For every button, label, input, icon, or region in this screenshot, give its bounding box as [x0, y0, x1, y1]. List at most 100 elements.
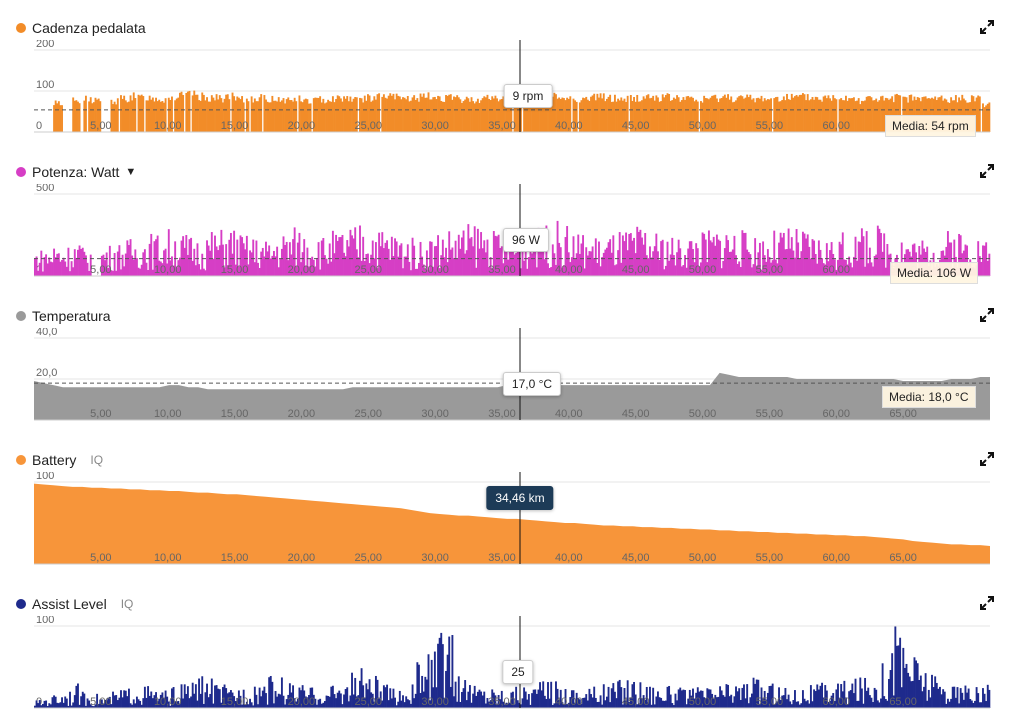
cadence-bar: [164, 98, 167, 132]
cadence-bar: [336, 95, 339, 132]
cadence-bar: [89, 97, 92, 132]
assist-bar: [958, 703, 961, 708]
expand-icon[interactable]: [980, 452, 994, 466]
power-bar: [707, 230, 710, 276]
cadence-bar: [606, 98, 608, 132]
assist-bar: [607, 686, 610, 708]
assist-bar: [655, 696, 658, 708]
expand-icon[interactable]: [980, 308, 994, 322]
assist-bar: [911, 680, 914, 708]
cadence-bar: [265, 99, 267, 132]
cadence-bar: [419, 93, 422, 132]
power-bar: [461, 237, 463, 276]
assist-bar: [829, 700, 831, 708]
power-bar: [209, 250, 212, 276]
power-bar: [330, 261, 333, 276]
cadence-bar: [53, 105, 56, 132]
assist-bar: [727, 684, 729, 708]
assist-bar: [365, 683, 368, 708]
power-bar: [684, 255, 686, 276]
cadence-bar: [309, 103, 312, 132]
power-bar: [647, 258, 650, 276]
power-bar: [977, 241, 980, 276]
assist-bar: [978, 702, 981, 708]
cadence-bar: [609, 94, 612, 132]
power-bar: [757, 252, 760, 276]
assist-bar: [908, 676, 911, 708]
power-bar: [411, 237, 414, 276]
cadence-bar: [159, 101, 162, 132]
power-bar: [268, 245, 271, 276]
assist-bar: [813, 689, 816, 708]
assist-bar: [819, 685, 822, 708]
assist-bar: [190, 696, 193, 708]
power-bar: [382, 248, 385, 276]
power-header[interactable]: Potenza: Watt ▼: [16, 160, 136, 184]
chevron-down-icon[interactable]: ▼: [125, 166, 137, 178]
assist-bar: [410, 703, 412, 708]
cadence-bar: [354, 97, 357, 132]
power-bar: [950, 242, 953, 276]
assist-bar: [891, 653, 894, 708]
assist-bar: [644, 699, 647, 708]
power-bar: [263, 256, 266, 276]
assist-bar: [226, 693, 229, 708]
power-bar: [805, 238, 808, 276]
expand-icon[interactable]: [980, 164, 994, 178]
cadence-bar: [569, 96, 572, 132]
power-bar: [295, 266, 298, 276]
assist-bar: [612, 683, 615, 708]
cadence-bar: [757, 97, 760, 132]
cadence-bar: [752, 98, 755, 132]
cadence-bar: [395, 93, 398, 132]
cadence-legend-dot: [16, 23, 26, 33]
assist-bar: [974, 700, 976, 708]
cadence-bar: [285, 99, 288, 132]
power-bar: [169, 260, 172, 276]
cadence-bar: [88, 101, 91, 132]
assist-bar: [343, 694, 345, 708]
power-bar: [825, 243, 828, 276]
assist-bar: [650, 704, 653, 708]
cadence-bar: [349, 96, 352, 132]
x-tick-label: 35,00: [488, 408, 516, 420]
assist-bar: [440, 632, 443, 708]
assist-bar: [89, 704, 92, 708]
assist-bar: [112, 691, 114, 708]
assist-bar: [636, 704, 639, 708]
assist-bar: [746, 684, 749, 708]
assist-bar: [634, 694, 637, 708]
assist-bar: [360, 668, 363, 708]
cadence-bar: [497, 101, 500, 132]
assist-bar: [766, 692, 769, 708]
assist-bar: [81, 691, 84, 708]
assist-bar: [261, 690, 264, 708]
power-bar: [738, 261, 741, 276]
assist-bar: [672, 705, 675, 708]
assist-bar: [390, 698, 393, 708]
power-bar: [510, 251, 513, 276]
power-bar: [983, 245, 986, 276]
power-bar: [75, 257, 78, 276]
assist-bar: [529, 704, 532, 708]
power-bar: [204, 270, 207, 276]
power-bar: [843, 259, 846, 276]
assist-bar: [134, 703, 137, 708]
power-bar: [38, 262, 41, 276]
assist-bar: [276, 696, 279, 708]
expand-icon[interactable]: [980, 20, 994, 34]
power-bar: [142, 252, 145, 276]
power-bar: [851, 267, 854, 276]
assist-bar: [534, 689, 537, 708]
cadence-bar: [639, 101, 642, 132]
cadence-bar: [96, 99, 99, 132]
assist-bar: [274, 691, 277, 708]
expand-icon[interactable]: [980, 596, 994, 610]
x-tick-label: 30,00: [421, 552, 449, 564]
cadence-bar: [400, 99, 403, 132]
assist-bar: [540, 690, 543, 708]
assist-bar: [258, 687, 261, 708]
assist-bar: [285, 699, 288, 708]
cadence-bar: [282, 98, 285, 132]
cadence-bar: [129, 95, 132, 132]
